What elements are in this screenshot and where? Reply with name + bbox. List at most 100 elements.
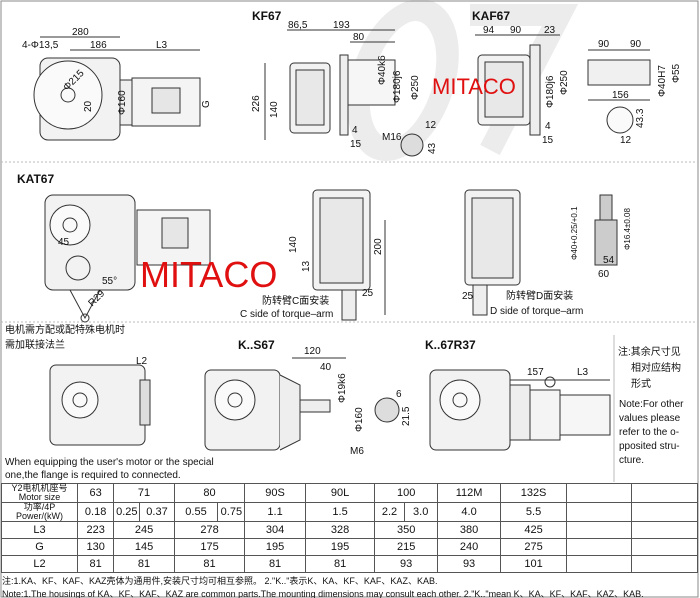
cell: 328 — [304, 521, 376, 539]
side-note-cn-1: 注:其余尺寸见 — [618, 347, 681, 358]
main-view-drawing — [33, 36, 201, 141]
dim-186: 186 — [90, 40, 107, 51]
cell: 81 — [304, 555, 376, 573]
empty-cell — [631, 555, 698, 573]
ks67-title: K..S67 — [238, 338, 275, 352]
empty-cell — [631, 521, 698, 539]
dim-156: 156 — [612, 90, 629, 101]
dim-l2: L2 — [136, 356, 148, 367]
table-row-l3: L3 223 245 278 304 328 350 380 425 — [1, 521, 698, 539]
dim-43-3: 43.3 — [635, 108, 646, 128]
cell: 245 — [113, 521, 175, 539]
row-label: L2 — [1, 555, 78, 573]
kaf67-drawing — [475, 34, 651, 136]
dim-phi160: Φ160 — [354, 407, 365, 432]
dim-phi250: Φ250 — [410, 75, 421, 100]
dim-phi40-tol: Φ40+0.25/+0.1 — [570, 206, 579, 260]
angle-55: 55° — [102, 276, 118, 287]
dim-90b: 90 — [630, 39, 642, 50]
cell: 195 — [244, 538, 306, 556]
k67r37-title: K..67R37 — [425, 338, 476, 352]
dim-phi160: Φ160 — [117, 90, 128, 115]
empty-cell — [631, 483, 698, 503]
cell: 0.25 — [113, 502, 141, 522]
dim-phi40h7: Φ40H7 — [657, 65, 668, 97]
dim-g: G — [201, 100, 212, 108]
dim-6: 6 — [396, 389, 402, 400]
row-label: G — [1, 538, 78, 556]
cell: 93 — [436, 555, 502, 573]
cell: 350 — [374, 521, 438, 539]
cell: 81 — [76, 555, 115, 573]
dim-phi40k6: Φ40k6 — [377, 55, 388, 85]
flange-note-cn-2: 需加联接法兰 — [5, 340, 65, 351]
dim-phi180j6: Φ180j6 — [392, 70, 403, 103]
cell: 0.18 — [76, 502, 115, 522]
dim-94: 94 — [483, 25, 495, 36]
c-side-label-en: C side of torque–arm — [240, 309, 334, 320]
cell: 278 — [173, 521, 246, 539]
cell: 90L — [304, 483, 376, 503]
cell: 81 — [173, 555, 246, 573]
kf67-title: KF67 — [252, 9, 282, 23]
dim-20: 20 — [83, 100, 94, 112]
side-note-en-1: Note:For other — [619, 399, 684, 410]
dim-phi19k6: Φ19k6 — [337, 373, 348, 403]
cell: 175 — [173, 538, 246, 556]
side-note-cn-3: 形式 — [631, 379, 651, 390]
cell: 0.75 — [217, 502, 246, 522]
kaf67-title: KAF67 — [472, 9, 511, 23]
dim-phi55: Φ55 — [671, 63, 682, 83]
dim-holes: 4-Φ13,5 — [22, 40, 59, 51]
kf67-drawing — [264, 29, 424, 157]
side-note-en-4: pposited stru- — [619, 441, 680, 452]
dim-280: 280 — [72, 27, 89, 38]
dim-15: 15 — [350, 139, 362, 150]
cell: 90S — [244, 483, 306, 503]
dim-15: 15 — [542, 135, 554, 146]
empty-cell — [631, 538, 698, 556]
cell: 380 — [436, 521, 502, 539]
dim-54: 54 — [603, 255, 615, 266]
dim-4: 4 — [352, 125, 358, 136]
dim-l3: L3 — [156, 40, 168, 51]
power-label: 功率/4P Power/(kW) — [1, 502, 78, 522]
cell: 5.5 — [500, 502, 567, 522]
c-side-label-cn: 防转臂C面安装 — [262, 296, 330, 307]
dim-23: 23 — [544, 25, 556, 36]
mitaco-overlay-middle: MITACO — [140, 254, 278, 295]
footnote-cn: 注:1.KA、KF、KAF、KAZ壳体为通用件,安装尺寸均可相互参照。 2."K… — [2, 576, 438, 586]
footnote-en: Note:1.The housings of KA、KF、KAF、KAZ are… — [2, 589, 644, 598]
dim-80: 80 — [353, 32, 365, 43]
side-note-cn-2: 相对应结构 — [631, 363, 681, 374]
ks67-drawing — [204, 357, 400, 451]
empty-cell — [565, 483, 633, 503]
empty-cell — [565, 521, 633, 539]
cell: 3.0 — [403, 502, 438, 522]
flange-note-cn-1: 电机需方配或配特殊电机时 — [5, 325, 125, 336]
cell: 2.2 — [374, 502, 405, 522]
dim-43: 43 — [427, 142, 438, 154]
cell: 81 — [244, 555, 306, 573]
dim-phi16-4: Φ16.4±0.08 — [623, 208, 632, 250]
cell: 195 — [304, 538, 376, 556]
table-row-g: G 130 145 175 195 195 215 240 275 — [1, 538, 698, 556]
table-row-l2: L2 81 81 81 81 81 93 93 101 — [1, 555, 698, 573]
dim-226: 226 — [251, 95, 262, 112]
cell: 304 — [244, 521, 306, 539]
cell: 80 — [173, 483, 246, 503]
cell: 132S — [500, 483, 567, 503]
cell: 215 — [374, 538, 438, 556]
d-side-label-cn: 防转臂D面安装 — [506, 291, 574, 302]
table-row-power: 功率/4P Power/(kW) 0.18 0.25 0.37 0.55 0.7… — [1, 502, 698, 522]
dim-60: 60 — [598, 269, 610, 280]
cell: 0.37 — [139, 502, 175, 522]
cell: 130 — [76, 538, 115, 556]
table-row-motor-size: Y2电机机座号 Motor size 63 71 80 90S 90L 100 … — [1, 483, 698, 503]
kat67-drawing — [44, 189, 618, 323]
row-label: L3 — [1, 521, 78, 539]
cell: 100 — [374, 483, 438, 503]
flange-note-en-1: When equipping the user's motor or the s… — [5, 457, 214, 468]
